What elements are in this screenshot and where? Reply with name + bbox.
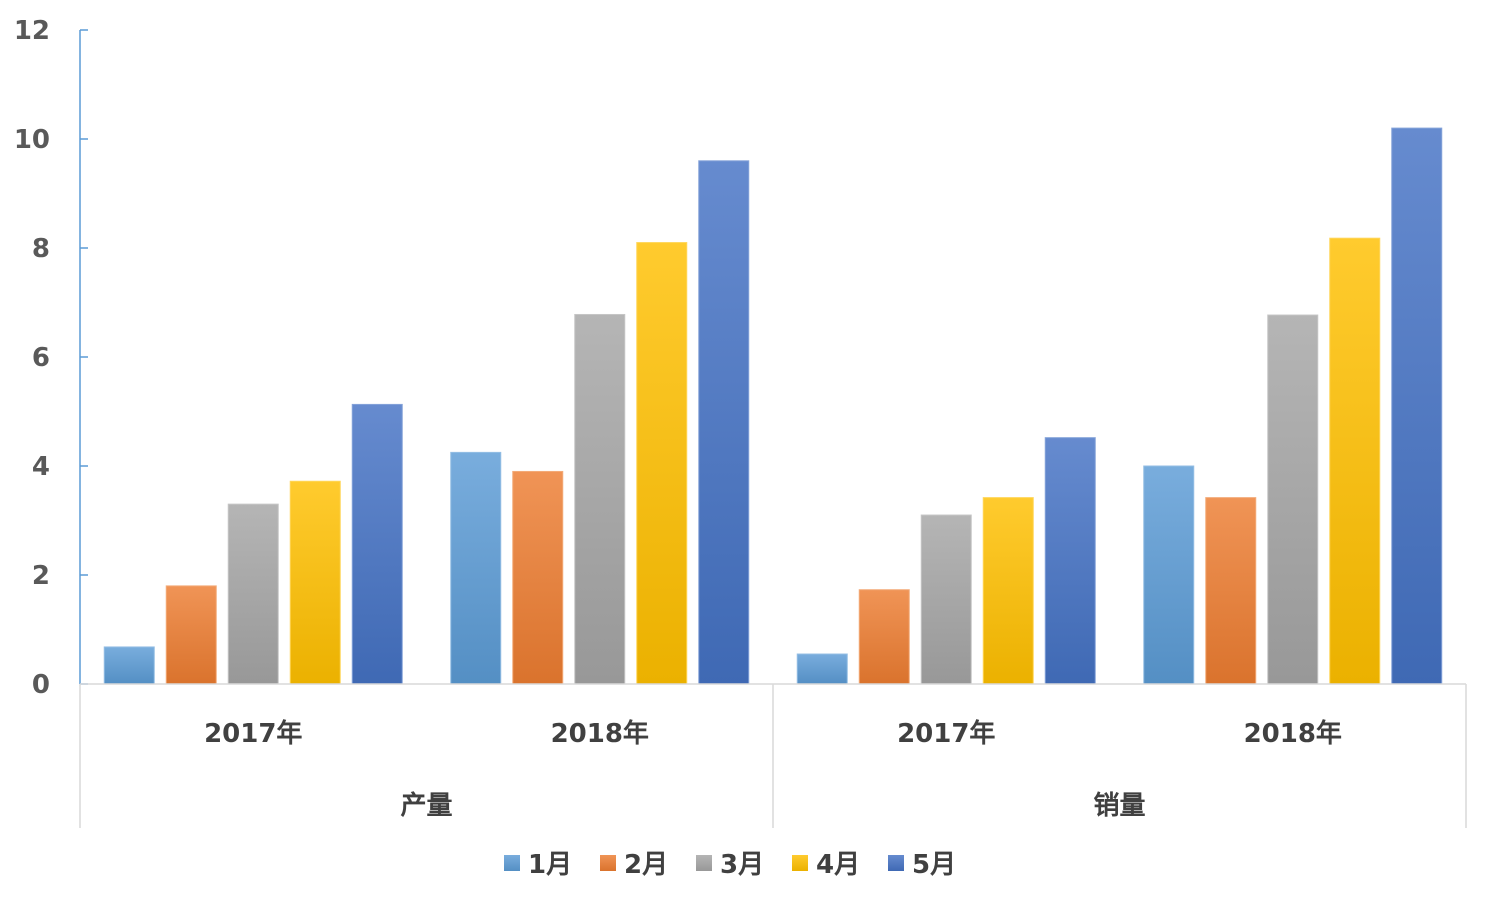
bar-4月-销量 2018年	[1329, 237, 1381, 685]
bar-3月-销量 2017年	[920, 514, 972, 685]
legend-swatch	[792, 855, 808, 871]
legend-label: 3月	[720, 850, 764, 880]
legend-swatch	[600, 855, 616, 871]
legend-label: 2月	[624, 850, 668, 880]
legend-label: 5月	[912, 850, 956, 880]
bar-3月-产量 2018年	[574, 313, 626, 685]
x-category-label: 2017年	[897, 718, 995, 749]
bar-2月-销量 2018年	[1205, 497, 1257, 685]
bar-2月-销量 2017年	[858, 589, 910, 685]
legend-swatch	[888, 855, 904, 871]
bar-1月-产量 2017年	[103, 646, 155, 685]
x-group-label: 销量	[1093, 791, 1145, 821]
bar-1月-销量 2018年	[1143, 465, 1195, 685]
bar-4月-产量 2017年	[289, 480, 341, 685]
bar-5月-产量 2017年	[351, 403, 403, 685]
bar-5月-销量 2017年	[1044, 437, 1096, 685]
x-category-label: 2017年	[204, 718, 302, 749]
bar-1月-销量 2017年	[796, 653, 848, 685]
legend-swatch	[696, 855, 712, 871]
x-category-label: 2018年	[551, 718, 649, 749]
legend-label: 1月	[528, 850, 572, 880]
y-tick-label: 0	[32, 670, 50, 700]
legend-label: 4月	[816, 850, 860, 880]
y-axis: 0 2 4 6 8 10 12	[14, 16, 88, 700]
legend-swatch	[504, 855, 520, 871]
bar-2月-产量 2018年	[512, 470, 564, 685]
bar-4月-销量 2017年	[982, 497, 1034, 685]
bar-1月-产量 2018年	[450, 451, 502, 685]
bar-3月-销量 2018年	[1267, 314, 1319, 685]
bar-2月-产量 2017年	[165, 585, 217, 685]
y-tick-label: 10	[14, 125, 50, 155]
bar-4月-产量 2018年	[636, 242, 688, 685]
bar-5月-产量 2018年	[698, 160, 750, 685]
y-tick-label: 12	[14, 16, 50, 46]
bar-5月-销量 2018年	[1391, 127, 1443, 685]
bar-3月-产量 2017年	[227, 503, 279, 685]
bars	[103, 127, 1443, 685]
legend: 1月 2月 3月 4月 5月	[504, 850, 956, 880]
x-category-label: 2018年	[1244, 718, 1342, 749]
y-tick-label: 8	[32, 234, 50, 264]
y-tick-label: 6	[32, 343, 50, 373]
y-tick-label: 2	[32, 561, 50, 591]
x-group-label: 产量	[400, 791, 452, 821]
y-tick-label: 4	[32, 452, 50, 482]
